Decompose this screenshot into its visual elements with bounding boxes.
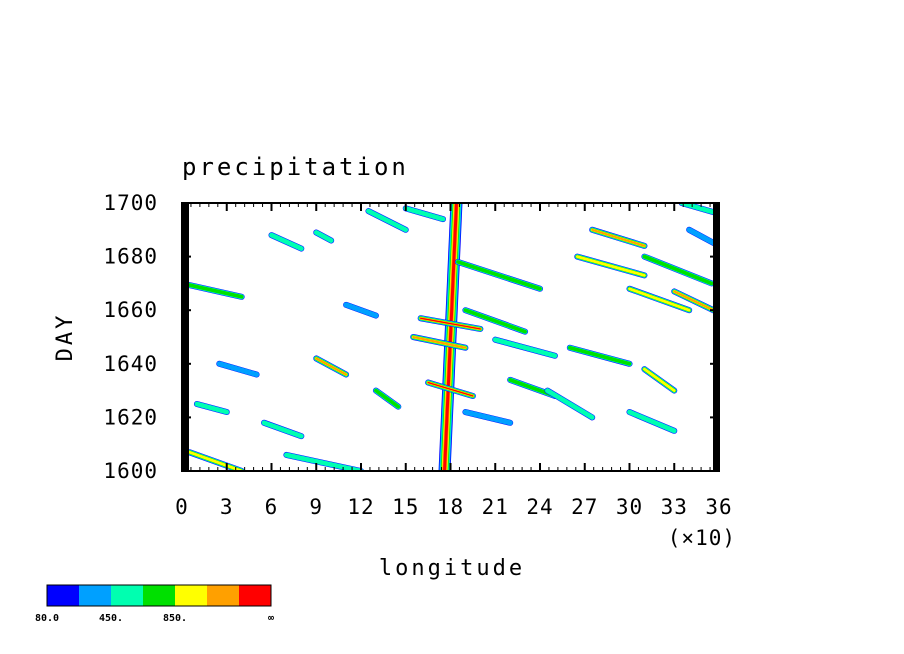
colorbar-swatch [79, 585, 111, 606]
precip-feature-4 [454, 258, 543, 292]
precip-feature-29 [216, 360, 260, 378]
colorbar: 80.0 450. 850. ∞ [35, 584, 274, 624]
precip-feature-18 [544, 387, 596, 421]
y-tick-label: 1620 [103, 405, 158, 429]
x-tick-label: 21 [482, 495, 509, 519]
colorbar-swatch [207, 585, 239, 606]
precip-feature-13 [641, 366, 678, 394]
x-axis-title: longitude [379, 556, 525, 581]
precip-feature-20 [261, 419, 305, 440]
precip-feature-7 [574, 253, 648, 279]
colorbar-swatch [47, 585, 79, 606]
x-tick-label: 9 [309, 495, 323, 519]
precip-feature-6 [589, 226, 648, 249]
colorbar-tick-label: ∞ [268, 613, 274, 624]
y-tick-label: 1680 [103, 245, 158, 269]
precip-feature-3 [365, 208, 409, 233]
precipitation-features [182, 203, 719, 471]
precip-feature-27 [313, 229, 335, 244]
x-axis-multiplier: (×10) [668, 526, 736, 550]
x-tick-label: 15 [392, 495, 419, 519]
y-axis: 1600 1620 1640 1660 1680 1700 [103, 191, 719, 483]
precip-feature-22 [417, 315, 484, 332]
colorbar-tick-label: 450. [99, 613, 123, 624]
precip-feature-15 [372, 387, 402, 410]
precip-feature-31 [402, 205, 447, 223]
precip-feature-24 [410, 334, 469, 351]
precip-feature-26 [268, 232, 305, 252]
precip-feature-5 [462, 307, 529, 335]
precip-feature-19 [193, 401, 230, 416]
precip-feature-17 [283, 451, 364, 471]
colorbar-swatch [143, 585, 175, 606]
x-tick-label: 0 [175, 495, 189, 519]
precip-feature-0 [438, 203, 463, 471]
precip-feature-16 [186, 449, 245, 471]
y-tick-label: 1660 [103, 298, 158, 322]
colorbar-swatch [111, 585, 143, 606]
x-tick-label: 27 [571, 495, 598, 519]
precip-feature-11 [678, 203, 719, 217]
precip-feature-1 [182, 280, 245, 300]
x-tick-label: 36 [705, 495, 732, 519]
x-tick-label: 33 [661, 495, 688, 519]
colorbar-tick-label: 80.0 [35, 613, 59, 624]
x-tick-label: 24 [526, 495, 553, 519]
chart-title: precipitation [182, 153, 409, 181]
precip-feature-23 [425, 379, 476, 399]
x-tick-label: 18 [437, 495, 464, 519]
y-tick-label: 1600 [103, 459, 158, 483]
precip-feature-21 [626, 409, 678, 434]
precip-feature-2 [313, 355, 350, 378]
precip-feature-32 [462, 409, 514, 426]
x-tick-label: 6 [265, 495, 279, 519]
colorbar-swatch [239, 585, 271, 606]
y-tick-label: 1640 [103, 352, 158, 376]
x-tick-label: 30 [616, 495, 643, 519]
x-tick-label: 3 [220, 495, 234, 519]
colorbar-frame [46, 584, 272, 607]
colorbar-swatch [175, 585, 207, 606]
colorbar-tick-label: 850. [163, 613, 187, 624]
precip-feature-12 [566, 344, 633, 367]
precip-feature-10 [641, 253, 715, 287]
precip-feature-28 [343, 301, 379, 319]
x-tick-label: 12 [347, 495, 374, 519]
precip-feature-25 [492, 336, 558, 359]
x-axis: 0 3 6 9 12 15 18 21 24 27 30 33 36 [175, 203, 732, 519]
y-tick-label: 1700 [103, 191, 158, 215]
precip-feature-8 [626, 285, 693, 314]
y-axis-title: DAY [53, 313, 78, 362]
